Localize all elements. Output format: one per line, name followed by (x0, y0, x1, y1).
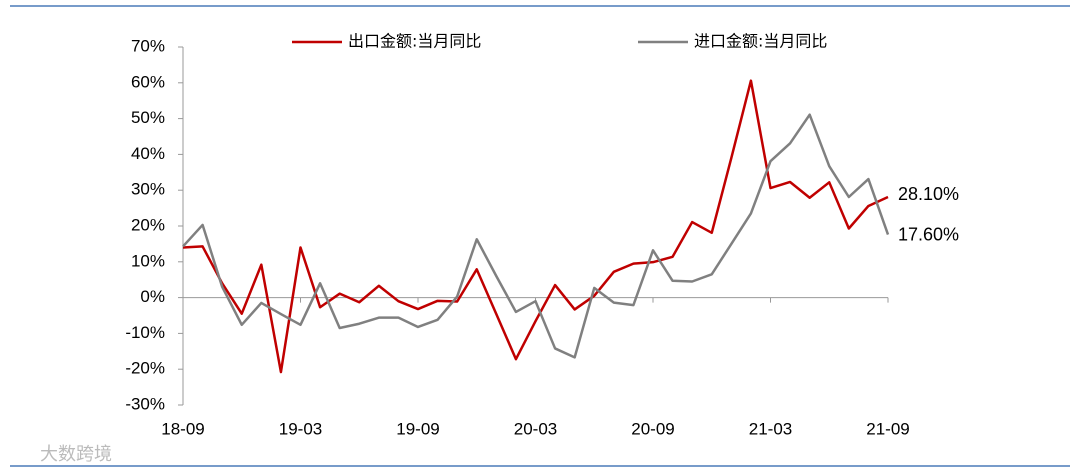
x-tick-label: 21-03 (749, 419, 792, 438)
y-tick-label: 30% (131, 180, 165, 199)
y-tick-label: 0% (140, 287, 165, 306)
x-tick-label: 20-03 (514, 419, 557, 438)
x-tick-label: 21-09 (866, 419, 909, 438)
x-tick-label: 19-09 (396, 419, 439, 438)
y-tick-label: -30% (125, 394, 165, 413)
x-tick-label: 19-03 (279, 419, 322, 438)
series-line (182, 113, 890, 359)
legend-label: 出口金额:当月同比 (348, 32, 481, 51)
y-tick-label: 10% (131, 251, 165, 270)
y-tick-label: -20% (125, 359, 165, 378)
y-tick-label: 70% (131, 36, 165, 55)
legend-label: 进口金额:当月同比 (694, 32, 827, 51)
watermark: 大数跨境 (40, 444, 112, 465)
y-tick-label: 60% (131, 72, 165, 91)
end-label: 17.60% (898, 224, 959, 244)
series-line (182, 79, 889, 374)
y-tick-label: -10% (125, 323, 165, 342)
y-tick-label: 20% (131, 215, 165, 234)
x-tick-label: 18-09 (161, 419, 204, 438)
y-tick-label: 40% (131, 144, 165, 163)
end-label: 28.10% (898, 184, 959, 204)
x-tick-label: 20-09 (631, 419, 674, 438)
y-tick-label: 50% (131, 108, 165, 127)
